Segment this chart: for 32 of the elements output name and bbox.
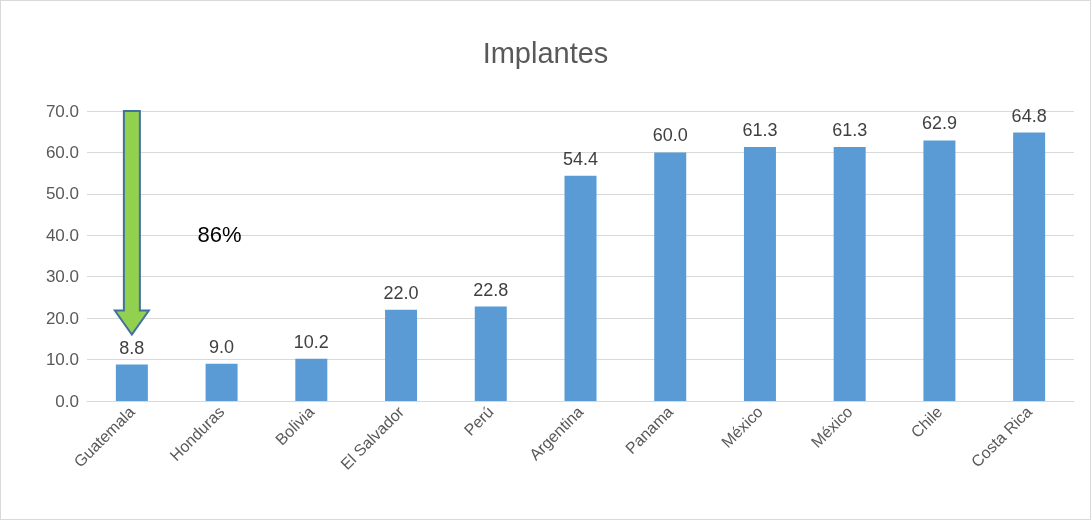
bar: [295, 358, 328, 401]
bar: [1013, 132, 1046, 401]
data-label: 54.4: [562, 148, 599, 169]
data-label: 61.3: [742, 120, 778, 141]
bar: [833, 147, 866, 401]
data-label: 22.0: [383, 282, 419, 303]
y-tick-label: 10.0: [45, 350, 79, 370]
data-label: 64.8: [1011, 105, 1047, 126]
bar: [385, 309, 418, 401]
data-label: 9.0: [209, 336, 235, 357]
y-tick-label: 0.0: [55, 391, 79, 411]
bar: [923, 140, 956, 401]
data-label: 61.3: [832, 120, 868, 141]
bar: [743, 147, 776, 401]
data-label: 60.0: [652, 125, 688, 146]
bar: [474, 306, 507, 401]
data-label: 8.8: [119, 337, 145, 358]
annotation: 86%: [197, 221, 242, 247]
bar: [205, 363, 238, 401]
data-label: 10.2: [293, 331, 329, 352]
bar: [654, 152, 687, 401]
data-label: 22.8: [473, 279, 509, 300]
bar: [564, 175, 597, 401]
y-tick-label: 40.0: [45, 225, 79, 245]
y-tick-label: 20.0: [45, 308, 79, 328]
y-tick-label: 60.0: [45, 142, 79, 162]
y-tick-label: 50.0: [45, 184, 79, 204]
y-tick-label: 30.0: [45, 267, 79, 287]
chart-title: Implantes: [482, 36, 609, 69]
y-tick-label: 70.0: [45, 101, 79, 121]
bar: [115, 364, 148, 401]
data-label: 62.9: [921, 113, 957, 134]
